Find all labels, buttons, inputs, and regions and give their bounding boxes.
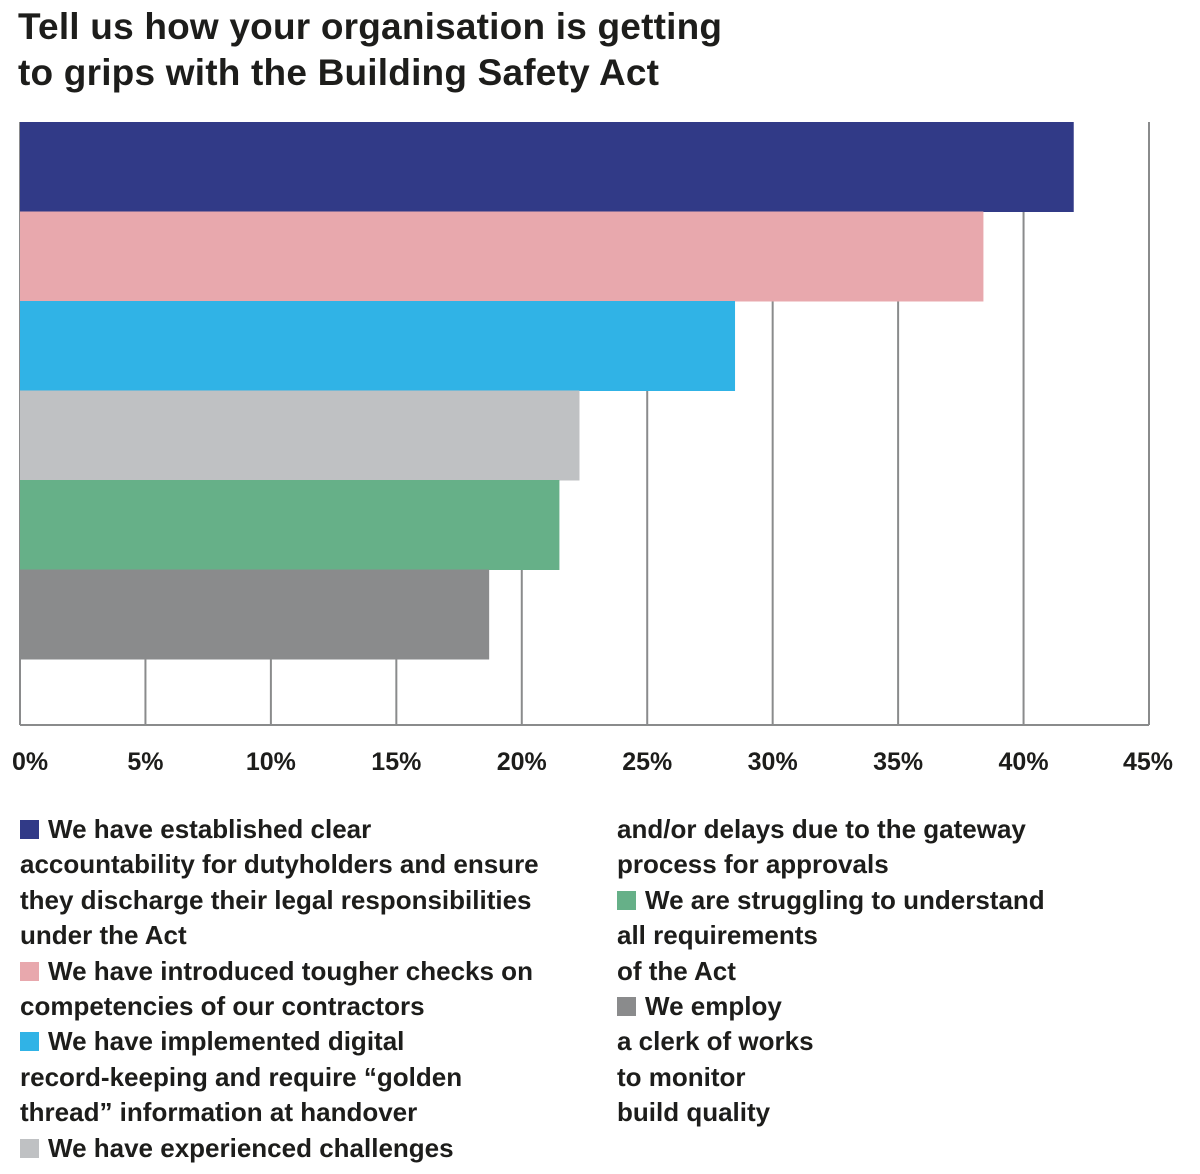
x-tick-label: 45% — [1123, 748, 1173, 776]
legend-swatch-4 — [20, 1138, 39, 1158]
bar-1 — [20, 122, 1074, 212]
legend-text: they discharge their legal responsibilit… — [20, 884, 532, 915]
legend-text: We employ — [645, 991, 782, 1022]
legend-swatch-5 — [617, 890, 636, 910]
bar-3 — [20, 301, 736, 391]
legend-line: record-keeping and require “golden — [20, 1060, 590, 1095]
legend-line: of the Act — [617, 954, 1177, 989]
x-tick-label: 5% — [127, 748, 163, 776]
legend-text: record-keeping and require “golden — [20, 1061, 463, 1092]
x-tick-label: 40% — [999, 748, 1049, 776]
legend-text: of the Act — [617, 955, 736, 986]
legend-line: process for approvals — [617, 847, 1177, 882]
legend-line: We employ — [617, 989, 1177, 1024]
chart-title-line-1: Tell us how your organisation is getting — [18, 6, 723, 47]
x-tick-label: 10% — [246, 748, 296, 776]
legend-text: and/or delays due to the gateway — [617, 814, 1026, 844]
legend-swatch-3 — [20, 1032, 39, 1052]
x-axis-tick-labels: 0% 5% 10% 15% 20% 25% 30% 35% 40% 45% — [12, 748, 1173, 776]
legend-text: We have established clear — [48, 814, 372, 844]
bar-5 — [20, 480, 560, 570]
legend-text: a clerk of works — [617, 1026, 814, 1057]
legend-text: accountability for dutyholders and ensur… — [20, 849, 539, 880]
x-tick-label: 30% — [748, 748, 798, 776]
bars — [20, 122, 1074, 660]
legend-column-1: We have established clear accountability … — [20, 812, 590, 1166]
x-tick-label: 0% — [12, 748, 48, 776]
legend-line: accountability for dutyholders and ensur… — [20, 847, 590, 882]
legend-line: We have introduced tougher checks on — [20, 954, 590, 989]
x-tick-label: 25% — [622, 748, 672, 776]
legend-line: We have implemented digital — [20, 1024, 590, 1059]
x-tick-label: 35% — [873, 748, 923, 776]
legend-swatch-2 — [20, 961, 39, 981]
legend-line: a clerk of works — [617, 1024, 1177, 1059]
legend-line: thread” information at handover — [20, 1095, 590, 1130]
legend-text: We have experienced challenges — [48, 1132, 454, 1163]
legend-line: and/or delays due to the gateway — [617, 812, 1177, 847]
bar-chart: 0% 5% 10% 15% 20% 25% 30% 35% 40% 45% — [12, 122, 1173, 776]
legend-text: build quality — [617, 1097, 771, 1128]
legend-text: We are struggling to understand — [645, 884, 1045, 915]
bar-6 — [20, 569, 490, 660]
legend-text: We have implemented digital — [48, 1026, 405, 1057]
legend-line: to monitor — [617, 1060, 1177, 1095]
chart-title-line-2: to grips with the Building Safety Act — [18, 52, 660, 93]
legend-line: We have established clear — [20, 812, 590, 847]
legend-line: competencies of our contractors — [20, 989, 590, 1024]
x-tick-label: 20% — [497, 748, 547, 776]
legend-text: competencies of our contractors — [20, 991, 425, 1022]
legend-column-2: and/or delays due to the gateway process … — [617, 812, 1177, 1131]
legend-line: We are struggling to understand — [617, 883, 1177, 918]
legend-text: to monitor — [617, 1061, 746, 1092]
legend-line: they discharge their legal responsibilit… — [20, 883, 590, 918]
legend-line: all requirements — [617, 918, 1177, 953]
legend-line: We have experienced challenges — [20, 1131, 590, 1166]
legend-text: thread” information at handover — [20, 1097, 418, 1128]
legend-line: under the Act — [20, 918, 590, 953]
bar-4 — [20, 390, 580, 481]
legend-text: We have introduced tougher checks on — [48, 955, 533, 986]
legend-swatch-6 — [617, 997, 636, 1017]
legend-swatch-1 — [20, 820, 39, 839]
x-tick-label: 15% — [371, 748, 421, 776]
chart-title: Tell us how your organisation is getting… — [18, 4, 918, 96]
legend-line: build quality — [617, 1095, 1177, 1130]
legend-text: under the Act — [20, 920, 187, 951]
legend-text: all requirements — [617, 920, 818, 951]
legend-text: process for approvals — [617, 849, 889, 880]
bar-2 — [20, 211, 984, 302]
